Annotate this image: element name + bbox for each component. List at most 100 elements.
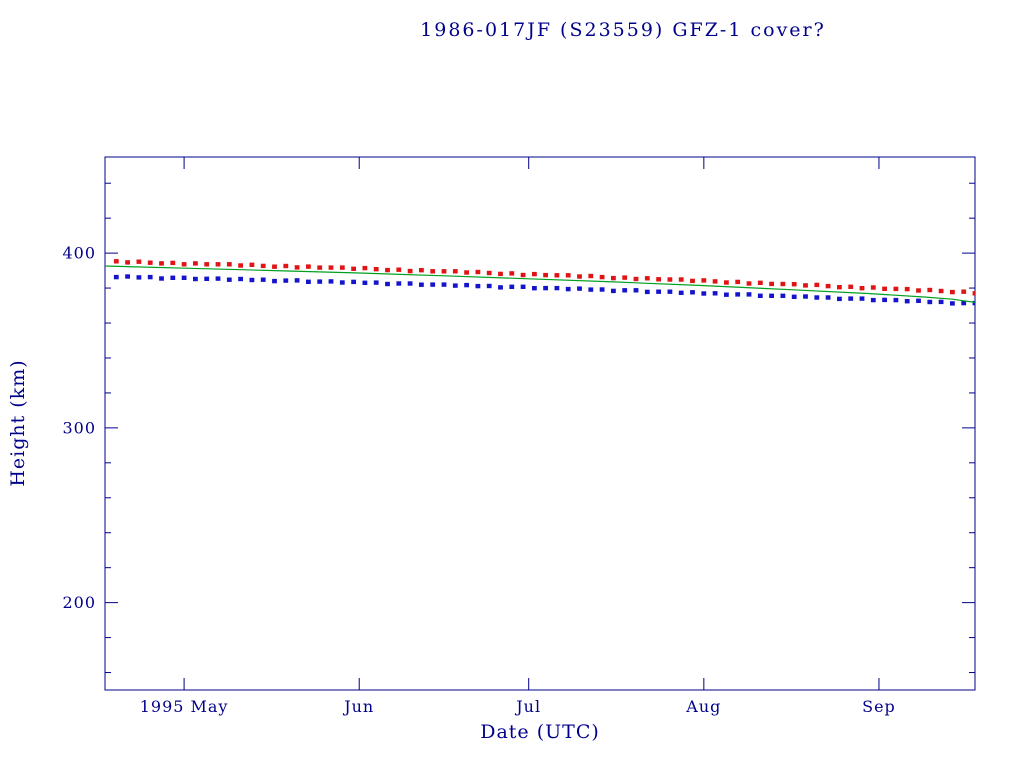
red-squares-upper-height-point (724, 280, 729, 285)
blue-squares-lower-height-point (317, 279, 323, 284)
red-squares-upper-height-point (712, 279, 718, 284)
red-squares-upper-height-point (125, 260, 130, 265)
red-squares-upper-height-point (464, 270, 469, 275)
tick-labels-group: 1995 May Jun Jul Aug Sep 200 300 400 (62, 244, 896, 716)
red-squares-upper-height-point (159, 261, 164, 266)
red-squares-upper-height-point (306, 264, 311, 269)
x-tick-label: Jun (342, 697, 374, 716)
red-squares-upper-height-point (147, 260, 153, 265)
red-squares-upper-height-point (475, 269, 481, 275)
blue-squares-lower-height-point (193, 276, 198, 282)
blue-squares-lower-height-point (181, 275, 187, 280)
red-squares-upper-height-point (622, 275, 628, 280)
blue-squares-lower-height-point (407, 281, 413, 286)
blue-squares-lower-height-point (825, 295, 831, 300)
blue-squares-lower-height-point (622, 288, 628, 293)
red-squares-upper-height-point (283, 263, 289, 269)
red-squares-upper-height-point (769, 281, 774, 287)
red-squares-upper-height-point (972, 291, 975, 296)
red-squares-upper-height-point (577, 274, 582, 279)
red-squares-upper-height-point (757, 280, 763, 285)
blue-squares-lower-height-point (362, 280, 368, 285)
red-squares-upper-height-point (678, 277, 684, 282)
red-squares-upper-height-point (486, 270, 492, 276)
red-squares-upper-height-point (260, 263, 266, 269)
red-squares-upper-height-point (746, 281, 752, 286)
red-squares-upper-height-point (215, 262, 221, 267)
tick-marks-group (105, 157, 975, 690)
blue-squares-lower-height-point (644, 289, 650, 295)
red-squares-upper-height-point (396, 267, 402, 272)
red-squares-upper-height-point (599, 274, 605, 280)
plot-frame (104, 156, 976, 691)
red-squares-upper-height-point (136, 259, 142, 264)
x-tick-label: Jul (514, 697, 541, 716)
red-squares-upper-height-point (825, 283, 831, 289)
blue-squares-lower-height-point (125, 274, 130, 279)
red-squares-upper-height-point (430, 269, 436, 274)
blue-squares-lower-height-point (904, 299, 910, 304)
blue-squares-lower-height-point (972, 300, 975, 306)
blue-squares-lower-height-point (565, 286, 571, 292)
blue-squares-lower-height-point (136, 275, 142, 280)
red-squares-upper-height (113, 259, 975, 296)
blue-squares-lower-height-point (452, 283, 458, 288)
blue-squares-lower-height-point (870, 297, 876, 303)
x-tick-label: Sep (862, 697, 896, 716)
red-squares-upper-height-point (870, 285, 876, 290)
red-squares-upper-height-point (950, 289, 955, 295)
blue-squares-lower-height-point (509, 284, 515, 289)
red-squares-upper-height-point (644, 276, 650, 281)
blue-squares-lower-height-point (385, 281, 390, 287)
red-squares-upper-height-point (170, 260, 176, 266)
green-trend-line (105, 265, 975, 303)
blue-squares-lower-height-point (746, 292, 752, 297)
x-tick-label: 1995 May (140, 697, 229, 716)
red-squares-upper-height-point (385, 267, 390, 273)
blue-squares-lower-height-point (543, 285, 548, 291)
blue-squares-lower-height-point (588, 287, 594, 292)
red-squares-upper-height-point (882, 286, 887, 291)
blue-squares-lower-height-point (339, 280, 345, 285)
red-squares-upper-height-point (204, 262, 210, 267)
red-squares-upper-height-point (893, 286, 899, 292)
blue-squares-lower-height-point (893, 297, 899, 303)
blue-squares-lower-height-point (667, 289, 673, 294)
red-squares-upper-height-point (791, 282, 797, 287)
blue-squares-lower-height-point (656, 289, 661, 294)
red-squares-upper-height-point (441, 269, 447, 274)
red-squares-upper-height-point (498, 271, 503, 277)
red-squares-upper-height-point (520, 272, 526, 278)
red-squares-upper-height-point (532, 271, 537, 277)
blue-squares-lower-height-point (396, 281, 402, 286)
red-squares-upper-height-point (803, 283, 808, 288)
blue-squares-lower-height-point (260, 277, 266, 282)
red-squares-upper-height-point (452, 269, 458, 274)
chart-title: 1986-017JF (S23559) GFZ-1 cover? (420, 19, 826, 41)
red-squares-upper-height-point (238, 263, 243, 268)
blue-squares-lower-height-point (351, 279, 356, 285)
blue-squares-lower-height-point (464, 282, 469, 288)
red-squares-upper-height-point (317, 265, 323, 270)
x-axis-label: Date (UTC) (480, 721, 600, 743)
plot-frame-group (104, 156, 976, 691)
red-squares-upper-height-point (407, 268, 413, 274)
blue-squares-lower-height-point (735, 292, 741, 297)
blue-squares-lower-height-point (757, 293, 763, 298)
blue-squares-lower-height-point (486, 283, 492, 289)
blue-squares-lower-height-point (938, 299, 944, 305)
red-squares-upper-height-point (113, 259, 119, 264)
blue-squares-lower-height-point (916, 298, 921, 303)
blue-squares-lower-height-point (577, 286, 582, 291)
blue-squares-lower-height-point (678, 290, 684, 295)
red-squares-upper-height-point (667, 277, 673, 282)
blue-squares-lower-height-point (215, 276, 221, 281)
blue-squares-lower-height (113, 274, 975, 306)
blue-squares-lower-height-point (532, 286, 537, 291)
blue-squares-lower-height-point (859, 296, 865, 301)
blue-squares-lower-height-point (769, 293, 774, 298)
red-squares-upper-height-point (848, 284, 854, 289)
blue-squares-lower-height-point (950, 301, 955, 306)
red-squares-upper-height-point (701, 278, 707, 283)
